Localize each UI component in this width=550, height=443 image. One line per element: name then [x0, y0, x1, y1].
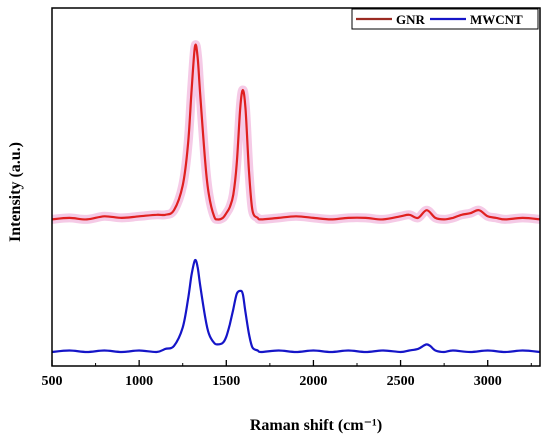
series-line-mwcnt	[52, 258, 540, 354]
axis-ticks: 500 1000 1500 2000 2500 3000	[42, 360, 532, 389]
series-halo-gnr	[52, 40, 540, 224]
legend-label-mwcnt: MWCNT	[470, 12, 523, 27]
x-tick-label: 1500	[212, 374, 240, 389]
legend-label-gnr: GNR	[396, 12, 426, 27]
x-tick-label: 1000	[125, 374, 153, 389]
y-axis-label: Intensity (a.u.)	[7, 142, 24, 242]
legend: GNR MWCNT	[351, 8, 539, 30]
x-axis-label: Raman shift (cm⁻¹)	[250, 417, 382, 434]
x-tick-label: 500	[42, 374, 63, 389]
x-tick-label: 2000	[299, 374, 327, 389]
plot-area	[52, 40, 540, 354]
plot-frame	[51, 7, 541, 367]
x-tick-label: 3000	[474, 374, 502, 389]
x-tick-label: 2500	[387, 374, 415, 389]
series-line-gnr	[52, 43, 540, 221]
